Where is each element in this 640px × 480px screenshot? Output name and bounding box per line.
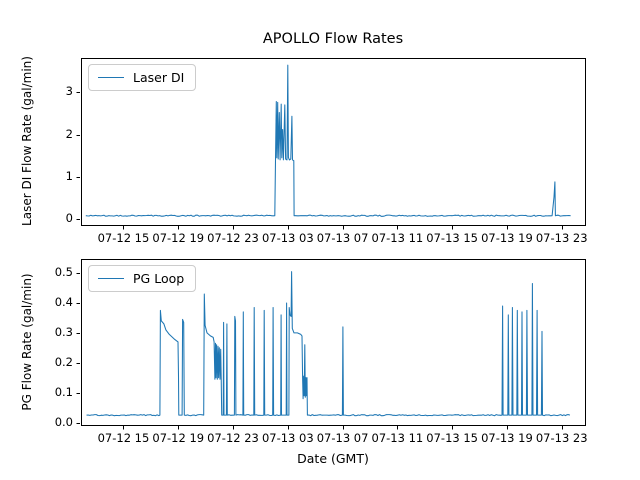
bottom-y-tick-label: 0.5 — [54, 265, 73, 280]
pg-loop-legend-line-sample — [98, 278, 124, 279]
top-y-tick-label: 1 — [65, 168, 73, 183]
top-x-tick-label: 07-12 19 — [152, 231, 205, 245]
bottom-y-tick-label: 0.4 — [54, 294, 73, 309]
top-y-tick-label: 2 — [65, 126, 73, 141]
pg-loop-series-line — [86, 271, 571, 417]
bottom-x-tick-label: 07-13 19 — [481, 431, 533, 445]
top-x-tick-label: 07-13 03 — [261, 231, 314, 245]
pg-loop-legend-label: PG Loop — [133, 271, 185, 286]
top-x-tick-label: 07-12 23 — [207, 231, 259, 245]
bottom-y-tick-label: 0.0 — [54, 414, 73, 429]
bottom-x-tick-label: 07-12 23 — [207, 431, 259, 445]
bottom-axes-frame — [81, 259, 586, 426]
top-x-tick-label: 07-13 15 — [426, 231, 478, 245]
bottom-y-axis-label: PG Flow Rate (gal/min) — [20, 273, 34, 411]
bottom-y-tick-label: 0.2 — [54, 354, 73, 369]
bottom-x-tick-label: 07-12 19 — [152, 431, 205, 445]
laser-di-legend-line-sample — [98, 77, 124, 78]
bottom-x-tick-label: 07-13 11 — [371, 431, 424, 445]
top-legend: Laser DI — [88, 64, 197, 91]
bottom-x-tick-label: 07-12 15 — [97, 431, 150, 445]
laser-di-series-line — [85, 64, 571, 217]
top-x-tick-label: 07-12 15 — [97, 231, 150, 245]
top-axes-frame — [81, 58, 586, 226]
chart-title: APOLLO Flow Rates — [262, 31, 404, 47]
laser-di-legend-label: Laser DI — [133, 70, 185, 85]
top-x-tick-label: 07-13 07 — [316, 231, 369, 245]
bottom-y-tick-label: 0.3 — [54, 324, 73, 339]
top-y-axis-label: Laser DI Flow Rate (gal/min) — [20, 56, 34, 226]
bottom-x-tick-label: 07-13 03 — [261, 431, 314, 445]
x-axis-label: Date (GMT) — [297, 451, 369, 466]
top-x-tick-label: 07-13 19 — [481, 231, 533, 245]
bottom-y-tick-label: 0.1 — [54, 384, 73, 399]
top-x-tick-label: 07-13 11 — [371, 231, 424, 245]
bottom-legend: PG Loop — [88, 265, 197, 292]
bottom-x-tick-label: 07-13 07 — [316, 431, 369, 445]
top-x-tick-label: 07-13 23 — [535, 231, 588, 245]
bottom-x-tick-label: 07-13 15 — [426, 431, 478, 445]
top-y-tick-label: 3 — [65, 84, 73, 99]
bottom-x-tick-label: 07-13 23 — [535, 431, 588, 445]
top-y-tick-label: 0 — [65, 211, 73, 226]
